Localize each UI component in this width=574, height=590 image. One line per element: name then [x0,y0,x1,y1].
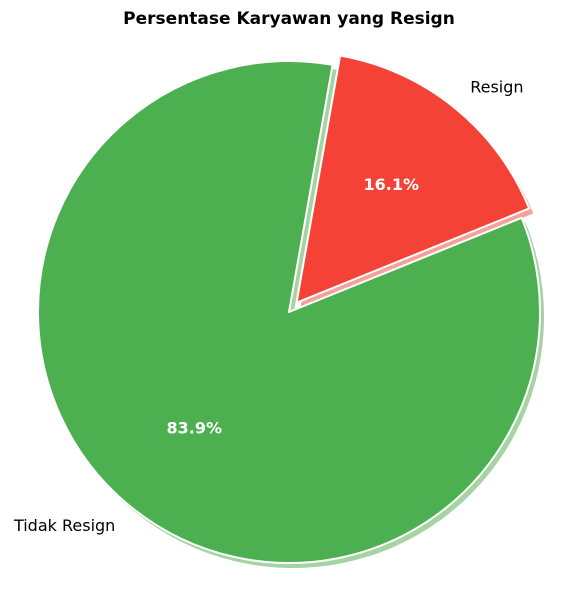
slice-resign [295,54,531,304]
pct-label-resign: 16.1% [364,175,420,194]
pie-slices [37,54,541,564]
pct-label-tidak-resign: 83.9% [167,419,223,438]
slice-label-resign: Resign [470,78,523,97]
slice-tidak-resign [37,60,541,564]
pie-labels: Resign 16.1% Tidak Resign 83.9% [13,78,524,536]
slice-label-tidak-resign: Tidak Resign [13,516,115,535]
chart-title: Persentase Karyawan yang Resign [123,9,455,29]
